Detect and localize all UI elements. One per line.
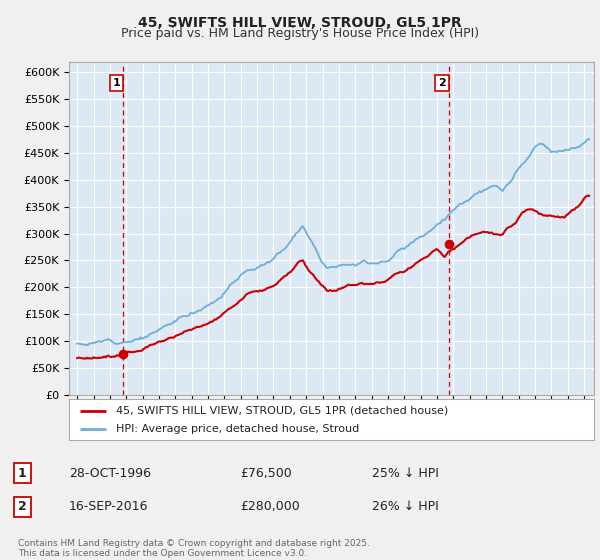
Text: Price paid vs. HM Land Registry's House Price Index (HPI): Price paid vs. HM Land Registry's House … <box>121 27 479 40</box>
Text: Contains HM Land Registry data © Crown copyright and database right 2025.
This d: Contains HM Land Registry data © Crown c… <box>18 539 370 558</box>
Text: 45, SWIFTS HILL VIEW, STROUD, GL5 1PR (detached house): 45, SWIFTS HILL VIEW, STROUD, GL5 1PR (d… <box>116 405 449 416</box>
Text: £76,500: £76,500 <box>240 466 292 480</box>
Text: 1: 1 <box>18 466 27 480</box>
Text: 2: 2 <box>438 78 446 88</box>
Text: 16-SEP-2016: 16-SEP-2016 <box>69 500 149 514</box>
Text: HPI: Average price, detached house, Stroud: HPI: Average price, detached house, Stro… <box>116 424 359 434</box>
Text: 25% ↓ HPI: 25% ↓ HPI <box>372 466 439 480</box>
Text: 1: 1 <box>113 78 121 88</box>
Text: 26% ↓ HPI: 26% ↓ HPI <box>372 500 439 514</box>
Text: 28-OCT-1996: 28-OCT-1996 <box>69 466 151 480</box>
Text: 45, SWIFTS HILL VIEW, STROUD, GL5 1PR: 45, SWIFTS HILL VIEW, STROUD, GL5 1PR <box>138 16 462 30</box>
Text: £280,000: £280,000 <box>240 500 300 514</box>
Text: 2: 2 <box>18 500 27 514</box>
